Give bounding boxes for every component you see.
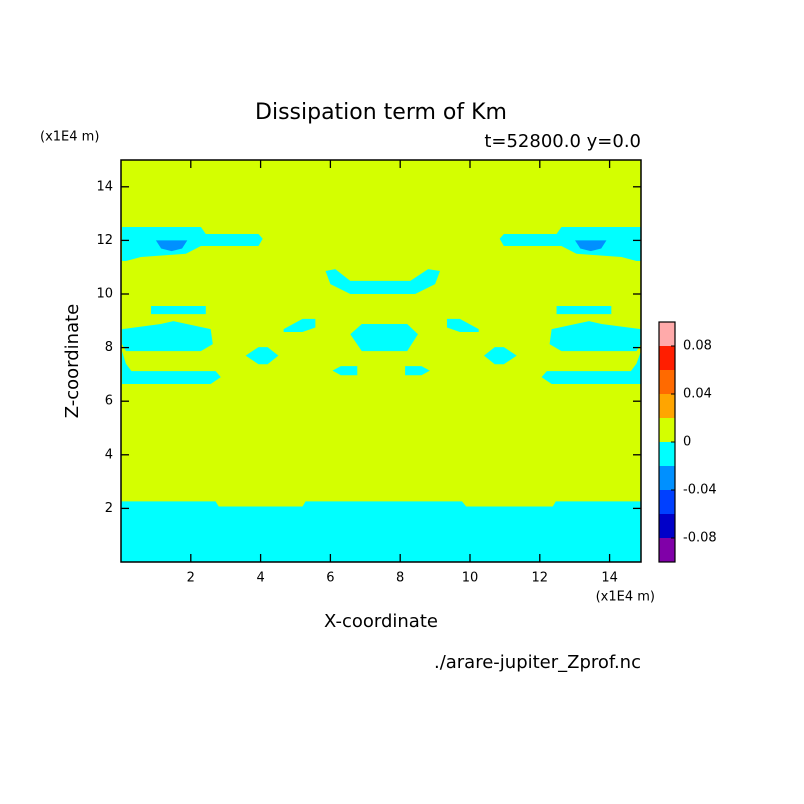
contour-region — [556, 306, 612, 315]
contour-region — [325, 269, 440, 294]
contour-region — [122, 351, 221, 385]
chart-subtitle: t=52800.0 y=0.0 — [484, 131, 641, 152]
contour-region — [405, 366, 430, 376]
contour-region — [575, 240, 607, 252]
colorbar-band — [659, 394, 675, 418]
colorbar-tick-label: 0.08 — [683, 339, 712, 354]
colorbar-tick-label: -0.08 — [683, 531, 717, 546]
contour-region — [122, 321, 213, 352]
x-tick-label: 6 — [326, 571, 334, 586]
x-tick-label: 14 — [601, 571, 618, 586]
contour-region — [499, 227, 641, 262]
contour-region — [155, 240, 188, 252]
contour-region — [350, 324, 418, 352]
contour-region — [245, 347, 279, 365]
y-tick-label: 10 — [96, 287, 113, 302]
y-tick-label: 6 — [105, 394, 113, 409]
colorbar-band — [659, 442, 675, 466]
y-tick-label: 12 — [96, 233, 113, 248]
chart-title: Dissipation term of Km — [255, 100, 507, 125]
colorbar-band — [659, 466, 675, 490]
colorbar-band — [659, 370, 675, 394]
file-name: ./arare-jupiter_Zprof.nc — [434, 652, 641, 673]
y-tick-label: 8 — [105, 340, 113, 355]
colorbar-band — [659, 322, 675, 346]
contour-region — [122, 227, 263, 262]
x-tick-label: 10 — [462, 571, 479, 586]
x-tick-label: 8 — [396, 571, 404, 586]
colorbar-band — [659, 346, 675, 370]
colorbar-tick-label: -0.04 — [683, 483, 717, 498]
x-tick-label: 4 — [256, 571, 264, 586]
contour-region — [151, 306, 206, 315]
y-tick-label: 14 — [96, 179, 113, 194]
y-unit: (x1E4 m) — [40, 130, 99, 145]
contour-region — [549, 321, 641, 352]
y-tick-label: 2 — [105, 501, 113, 516]
contour-region — [446, 318, 479, 333]
x-tick-label: 2 — [187, 571, 195, 586]
contour-region — [541, 351, 641, 385]
contour-region — [483, 347, 517, 365]
colorbar-band — [659, 418, 675, 442]
x-tick-label: 12 — [532, 571, 549, 586]
y-axis-label: Z-coordinate — [62, 304, 83, 419]
y-tick-label: 4 — [105, 447, 113, 462]
colorbar-tick-label: 0 — [683, 435, 691, 450]
colorbar-band — [659, 538, 675, 562]
colorbar-band — [659, 514, 675, 538]
colorbar-tick-label: 0.04 — [683, 387, 712, 402]
contour-region — [283, 318, 316, 333]
contour-region — [121, 160, 641, 562]
plot-frame — [120, 159, 642, 563]
contour-fills — [121, 160, 641, 562]
colorbar-band — [659, 490, 675, 514]
x-axis-label: X-coordinate — [324, 611, 438, 632]
x-unit: (x1E4 m) — [596, 590, 655, 605]
plot-area — [121, 160, 641, 562]
contour-region — [121, 501, 641, 562]
contour-region — [332, 366, 358, 376]
